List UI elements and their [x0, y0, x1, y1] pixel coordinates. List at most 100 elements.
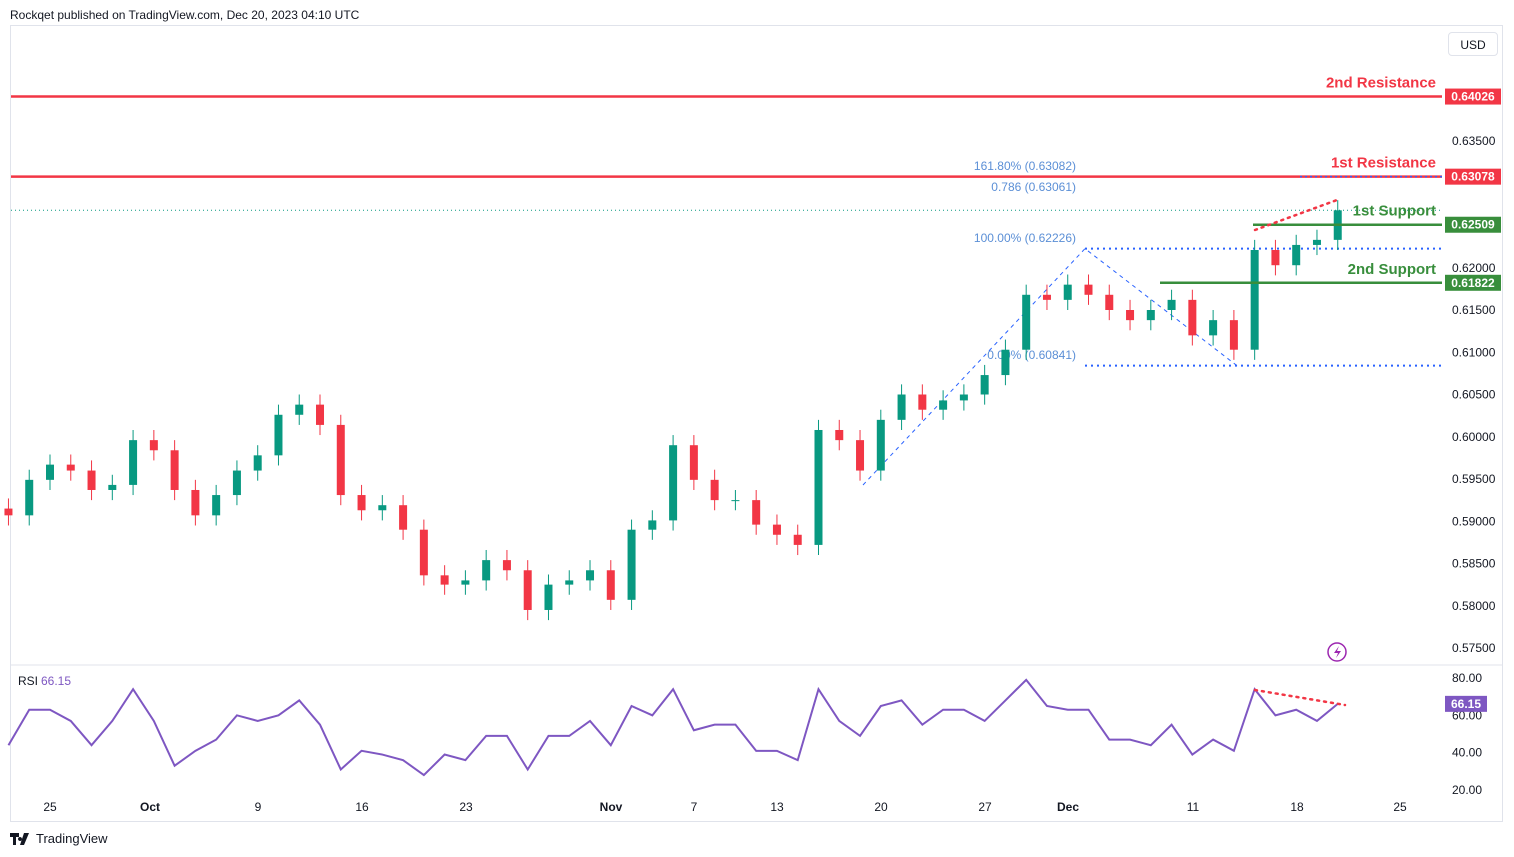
candle-body: [710, 479, 719, 501]
candle-body: [1022, 294, 1031, 350]
price-trendline: [1253, 198, 1339, 232]
price-tick: 0.63500: [1452, 134, 1496, 148]
tradingview-logo[interactable]: TradingView: [10, 831, 108, 846]
rsi-line: [7, 678, 1339, 777]
candle-body: [772, 524, 781, 535]
candle-body: [316, 404, 325, 425]
candle-body: [66, 464, 75, 471]
time-tick: Nov: [600, 800, 623, 814]
price-tick: 0.60000: [1452, 430, 1496, 444]
candle-body: [1105, 294, 1114, 310]
price-tick: 0.57500: [1452, 641, 1496, 655]
price-tick: 0.58000: [1452, 599, 1496, 613]
candle-body: [46, 464, 54, 480]
fib-trend-line: [862, 247, 1238, 486]
candle-body: [897, 394, 906, 420]
rsi-tick: 40.00: [1452, 746, 1482, 760]
time-tick: Dec: [1057, 800, 1079, 814]
candle-body: [87, 470, 96, 490]
rsi-value-tag: [1445, 695, 1487, 712]
candle-body: [669, 445, 678, 521]
level-label: 1st Resistance: [1331, 155, 1436, 172]
candle-body: [170, 450, 179, 490]
candle-body: [835, 429, 844, 441]
candle-body: [482, 560, 491, 581]
candle-body: [419, 529, 428, 576]
level-price-tag: [1445, 88, 1501, 105]
flash-icon: [1327, 642, 1347, 662]
rsi-divergence-line: [1253, 688, 1347, 707]
candle-body: [959, 394, 968, 401]
candle-body: [1209, 320, 1218, 336]
candle-body: [1084, 284, 1093, 295]
candle-body: [378, 505, 387, 511]
level-price-tag: [1445, 216, 1501, 233]
price-tick: 0.61500: [1452, 303, 1496, 317]
candle-body: [627, 529, 636, 600]
rsi-tick: 20.00: [1452, 783, 1482, 797]
candle-body: [149, 440, 158, 451]
candle-body: [876, 419, 885, 471]
candle-body: [814, 429, 823, 545]
chart-frame[interactable]: [10, 25, 1503, 822]
flash-icon-bolt: [1334, 646, 1341, 658]
candle-body: [980, 375, 989, 395]
candle-body: [357, 495, 366, 511]
level-price-value: 0.61822: [1451, 276, 1495, 290]
fib-label: 161.80% (0.63082): [974, 159, 1076, 173]
candle-body: [752, 500, 761, 525]
candle-body: [1250, 250, 1259, 350]
fib-label: 0.786 (0.63061): [991, 180, 1076, 194]
candle-body: [793, 534, 802, 545]
time-tick: 18: [1290, 800, 1304, 814]
candle-body: [523, 570, 532, 610]
level-price-tag: [1445, 168, 1501, 185]
candle-body: [25, 479, 34, 516]
fib-label: 100.00% (0.62226): [974, 231, 1076, 245]
rsi-label: RSI: [18, 674, 38, 688]
time-tick: 25: [43, 800, 57, 814]
candle-body: [274, 414, 283, 456]
candle-body: [918, 394, 927, 410]
time-tick: 13: [770, 800, 784, 814]
candle-body: [689, 445, 698, 480]
tradingview-logo-icon: [10, 832, 29, 845]
candle-body: [253, 455, 262, 471]
candle-body: [1126, 310, 1135, 321]
level-price-value: 0.62509: [1451, 218, 1495, 232]
candle-body: [1271, 250, 1280, 266]
candle-body: [856, 440, 865, 471]
candle-body: [1188, 299, 1197, 336]
candle-body: [108, 484, 117, 490]
candle-body: [461, 580, 470, 585]
time-tick: 9: [255, 800, 262, 814]
time-tick: 27: [978, 800, 992, 814]
candle-body: [399, 505, 408, 530]
candle-body: [1063, 284, 1072, 300]
candle-body: [939, 400, 948, 410]
level-price-value: 0.64026: [1451, 90, 1495, 104]
price-tick: 0.61000: [1452, 345, 1496, 359]
time-tick: Oct: [140, 800, 160, 814]
rsi-value: 66.15: [41, 674, 71, 688]
candle-body: [440, 575, 449, 585]
publish-info: Rockqet published on TradingView.com, De…: [10, 8, 360, 22]
candle-body: [1312, 239, 1321, 245]
level-label: 2nd Resistance: [1326, 75, 1436, 92]
level-label: 1st Support: [1353, 203, 1436, 220]
candle-body: [295, 404, 304, 415]
rsi-value-tag-text: 66.15: [1451, 697, 1481, 711]
time-tick: 23: [459, 800, 473, 814]
time-tick: 16: [355, 800, 369, 814]
candle-body: [191, 489, 200, 516]
currency-button[interactable]: USD: [1448, 32, 1498, 56]
time-tick: 7: [691, 800, 698, 814]
candle-body: [1229, 320, 1238, 350]
time-tick: 25: [1393, 800, 1407, 814]
candle-body: [1001, 349, 1010, 376]
fib-label: 0.00% (0.60841): [987, 348, 1076, 362]
candle-body: [565, 580, 574, 585]
candle-body: [502, 560, 511, 571]
candle-body: [606, 570, 615, 600]
